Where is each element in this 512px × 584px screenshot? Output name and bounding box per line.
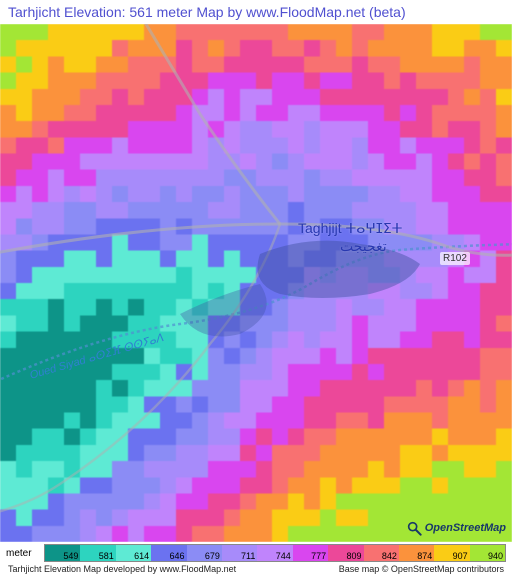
credit-left: Tarhjicht Elevation Map developed by www… xyxy=(8,564,236,574)
legend-cell: 549 xyxy=(45,545,80,561)
osm-attribution: OpenStreetMap xyxy=(406,520,506,536)
color-legend: 549581614646679711744777809842874907940 xyxy=(44,544,506,562)
legend-cell: 679 xyxy=(187,545,222,561)
place-name-arabic: تغجيجت xyxy=(340,238,387,255)
legend-cell: 940 xyxy=(470,545,505,561)
legend-cell: 809 xyxy=(328,545,363,561)
magnifier-icon xyxy=(406,520,422,536)
legend-unit: meter xyxy=(6,548,32,559)
legend-cell: 646 xyxy=(151,545,186,561)
legend-cell: 777 xyxy=(293,545,328,561)
footer: meter 5495816146466797117447778098428749… xyxy=(0,544,512,584)
legend-cell: 907 xyxy=(434,545,469,561)
legend-cell: 614 xyxy=(116,545,151,561)
legend-cell: 874 xyxy=(399,545,434,561)
osm-text: OpenStreetMap xyxy=(425,522,506,534)
credit-right: Base map © OpenStreetMap contributors xyxy=(339,564,504,574)
legend-cell: 842 xyxy=(364,545,399,561)
elevation-raster xyxy=(0,24,512,542)
legend-cell: 744 xyxy=(257,545,292,561)
legend-cell: 581 xyxy=(80,545,115,561)
elevation-map: Taghjijt ⵜⴰⵖⵊⵉⵜ تغجيجت Oued Siyad ⴰⵙⵉⴼ ⵙ… xyxy=(0,24,512,542)
legend-cell: 711 xyxy=(222,545,257,561)
page-title: Tarhjicht Elevation: 561 meter Map by ww… xyxy=(0,0,512,24)
place-name-label: Taghjijt ⵜⴰⵖⵊⵉⵜ xyxy=(298,220,402,237)
road-label: R102 xyxy=(440,252,470,265)
